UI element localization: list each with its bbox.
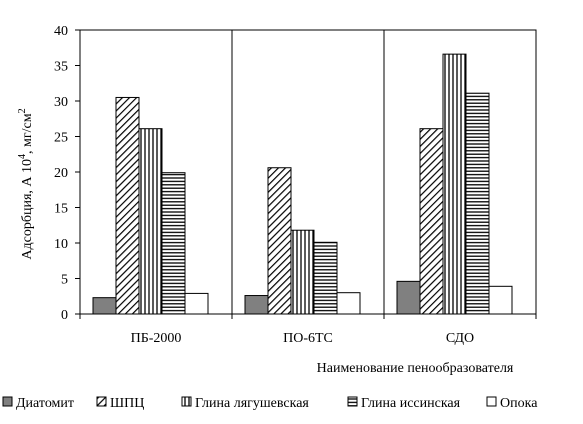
bar-1-2 bbox=[244, 295, 269, 315]
bar-2-1 bbox=[115, 96, 140, 315]
bar-2-2 bbox=[267, 167, 292, 315]
bar-5-1 bbox=[184, 292, 209, 315]
x-tick-label: ПБ-2000 bbox=[131, 331, 182, 346]
y-tick-label: 20 bbox=[54, 166, 68, 181]
legend-swatch bbox=[486, 396, 497, 407]
y-tick-label: 5 bbox=[61, 273, 68, 288]
y-tick-label: 15 bbox=[54, 202, 68, 217]
legend: Диатомит ШПЦ Глина лягушевская Глина иссинс… bbox=[2, 396, 538, 411]
x-tick-label: ПО-6ТС bbox=[283, 331, 333, 346]
y-tick-label: 25 bbox=[54, 131, 68, 146]
y-tick-label: 35 bbox=[54, 60, 68, 75]
y-axis-title-exp: 4 bbox=[17, 154, 28, 159]
legend-label: ШПЦ bbox=[110, 396, 144, 411]
bar-3-2 bbox=[290, 229, 315, 315]
legend-swatch bbox=[2, 396, 13, 407]
y-axis-title-main: Адсорбция, А 10 bbox=[20, 159, 35, 260]
y-axis-title: Адсорбция, А 104, мг/см2 bbox=[17, 108, 35, 259]
legend-label: Глина лягушевская bbox=[195, 396, 309, 411]
legend-label: Глина иссинская bbox=[361, 396, 461, 411]
y-tick-label: 10 bbox=[54, 237, 68, 252]
bar-1-1 bbox=[92, 297, 117, 315]
bar-2-3 bbox=[419, 128, 444, 315]
y-axis-title-unit-exp: 2 bbox=[17, 108, 28, 113]
bar-3-1 bbox=[138, 128, 163, 315]
y-tick-label: 40 bbox=[54, 24, 68, 39]
x-axis-title: Наименование пенообразователя bbox=[317, 361, 514, 376]
legend-label: Диатомит bbox=[16, 396, 74, 411]
y-tick-label: 0 bbox=[61, 308, 68, 323]
bar-5-3 bbox=[488, 285, 513, 315]
y-tick-label: 30 bbox=[54, 95, 68, 110]
legend-swatch bbox=[347, 396, 358, 407]
bar-4-1 bbox=[161, 172, 186, 315]
legend-swatch bbox=[96, 396, 107, 407]
y-axis-title-unit: , мг/см bbox=[20, 113, 35, 154]
legend-swatch bbox=[181, 396, 192, 407]
x-tick-label: СДО bbox=[446, 331, 474, 346]
bar-4-3 bbox=[465, 92, 490, 315]
bar-4-2 bbox=[313, 241, 338, 315]
bar-5-2 bbox=[336, 292, 361, 315]
bar-3-3 bbox=[442, 53, 467, 315]
svg-text:Адсорбция, А 104, мг/см2: Адсорбция, А 104, мг/см2 bbox=[17, 108, 35, 259]
bars bbox=[92, 53, 513, 315]
legend-label: Опока bbox=[500, 396, 538, 411]
bar-1-3 bbox=[396, 280, 421, 315]
axes: 0 5 10 15 20 25 30 35 40 ПБ-2000 ПО-6ТС СДО bbox=[54, 24, 537, 346]
